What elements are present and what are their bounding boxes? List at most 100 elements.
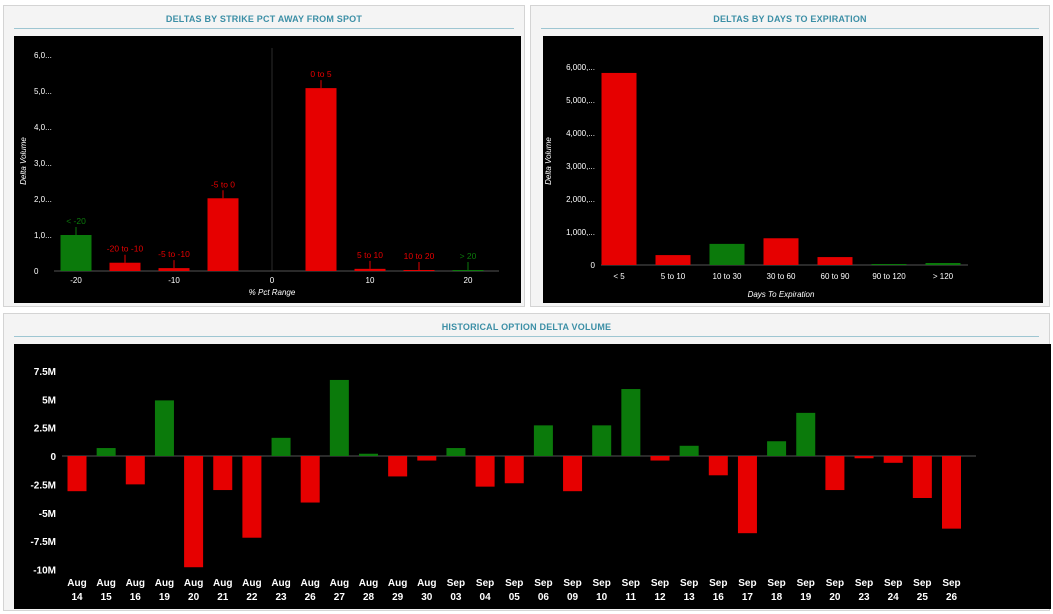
bar [305,88,337,271]
x-tick-month: Aug [96,578,115,589]
x-tick-month: Sep [797,578,815,589]
strike-title-rule [14,28,514,29]
x-tick-day: 21 [217,592,229,603]
x-tick-label: < 5 [613,272,625,281]
x-axis-title: % Pct Range [249,288,296,297]
bar [504,456,524,484]
x-tick-label: 5 to 10 [661,272,686,281]
x-tick-month: Aug [213,578,232,589]
x-tick-month: Sep [942,578,960,589]
x-tick-day: 24 [888,592,900,603]
bar [67,456,87,492]
x-tick-month: Sep [534,578,552,589]
x-tick-label: 10 [366,276,375,285]
x-tick-month: Aug [388,578,407,589]
x-tick-day: 26 [305,592,317,603]
x-tick-day: 25 [917,592,929,603]
bar [621,389,641,456]
x-tick-month: Sep [447,578,465,589]
x-tick-month: Sep [563,578,581,589]
x-tick-month: Sep [855,578,873,589]
bar [207,198,239,271]
x-tick-label: 0 [270,276,275,285]
bar [796,412,816,456]
history-panel-title: HISTORICAL OPTION DELTA VOLUME [441,322,612,332]
x-tick-month: Sep [767,578,785,589]
y-tick-label: -7.5M [30,537,56,548]
y-axis-title: Delta Volume [19,137,28,185]
y-tick-label: 2,000,... [566,195,595,204]
x-tick-month: Aug [330,578,349,589]
bar [300,456,320,503]
strike-panel-title: DELTAS BY STRIKE PCT AWAY FROM SPOT [165,14,363,24]
history-title-rule [14,336,1039,337]
bar-data-label: -5 to 0 [211,179,235,189]
y-axis-title: Delta Volume [544,137,553,185]
bar [417,456,437,461]
x-tick-label: 30 to 60 [767,272,796,281]
bar [737,456,757,534]
bar [354,268,386,271]
y-tick-label: 4,0... [34,123,52,132]
bar [213,456,233,491]
bar [709,243,745,265]
bar [679,445,699,456]
bar [533,425,553,456]
strike-chart-area: 0 1,0... 2,0... 3,0... 4,0... 5,0... 6,0... < -… [14,36,521,303]
expiry-panel: DELTAS BY DAYS TO EXPIRATION 0 1,000,... 2… [530,5,1050,307]
x-tick-day: 10 [596,592,608,603]
x-tick-day: 20 [188,592,200,603]
bar-data-label: -20 to -10 [107,244,144,254]
x-tick-day: 12 [654,592,666,603]
y-tick-label: 6,000,... [566,63,595,72]
x-tick-month: Sep [651,578,669,589]
bar-data-label: 10 to 20 [404,251,435,261]
x-tick-label: 20 [464,276,473,285]
x-tick-day: 16 [713,592,725,603]
x-tick-day: 06 [538,592,550,603]
bar [184,456,204,568]
x-tick-month: Sep [622,578,640,589]
expiry-title-rule [541,28,1039,29]
x-tick-month: Sep [505,578,523,589]
x-tick-day: 27 [334,592,346,603]
bar-data-label: > 20 [460,251,477,261]
y-tick-label: 4,000,... [566,129,595,138]
bar [125,456,145,485]
x-tick-month: Aug [242,578,261,589]
x-tick-day: 09 [567,592,579,603]
x-tick-day: 04 [480,592,492,603]
x-axis-title: Days To Expiration [748,290,815,299]
x-tick-day: 15 [101,592,113,603]
x-tick-month: Aug [184,578,203,589]
x-tick-month: Aug [359,578,378,589]
strike-chart: 0 1,0... 2,0... 3,0... 4,0... 5,0... 6,0... < -… [19,48,499,297]
y-tick-label: 3,0... [34,159,52,168]
x-tick-month: Sep [593,578,611,589]
x-tick-day: 16 [130,592,142,603]
bar [359,453,378,456]
x-tick-month: Sep [680,578,698,589]
y-tick-label: 5M [42,395,56,406]
bar [475,456,495,487]
x-tick-day: 23 [858,592,870,603]
x-tick-month: Aug [67,578,86,589]
bar [942,456,961,529]
y-tick-label: 1,0... [34,231,52,240]
bar [592,425,612,456]
bar-data-label: 0 to 5 [310,69,332,79]
bar [329,379,349,456]
x-tick-month: Aug [300,578,319,589]
bar [271,437,291,456]
x-tick-month: Sep [476,578,494,589]
bar [854,456,874,459]
x-tick-day: 14 [71,592,83,603]
bar [60,235,92,271]
y-tick-label: -10M [33,566,56,577]
bar [912,456,932,498]
y-tick-label: 3,000,... [566,162,595,171]
x-tick-month: Sep [709,578,727,589]
y-tick-label: 5,000,... [566,96,595,105]
bar [767,441,787,456]
expiry-chart: 0 1,000,... 2,000,... 3,000,... 4,000,... 5,0… [544,63,968,299]
